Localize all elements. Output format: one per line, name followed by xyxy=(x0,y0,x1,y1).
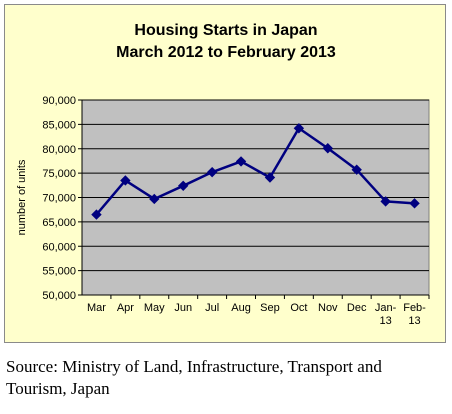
y-axis-label: number of units xyxy=(16,159,28,235)
x-tick-label: Oct xyxy=(290,302,307,314)
x-tick-label: Jan-13 xyxy=(375,302,397,327)
housing-starts-chart: Housing Starts in Japan March 2012 to Fe… xyxy=(16,22,430,327)
source-label: Source: xyxy=(6,357,58,376)
data-point-sep xyxy=(264,172,276,183)
y-tick-label: 70,000 xyxy=(42,193,76,205)
data-point-feb-13 xyxy=(409,198,420,209)
x-tick-label: Mar xyxy=(87,302,106,314)
y-tick-label: 60,000 xyxy=(42,241,76,253)
data-point-jun xyxy=(178,180,189,192)
chart-title-line-1: Housing Starts in Japan xyxy=(134,22,317,39)
plot-area: 50,000 55,000 60,000 65,000 70,000 75,000 80,0… xyxy=(16,95,430,327)
data-point-nov xyxy=(322,143,333,154)
x-tick-label: Sep xyxy=(260,302,280,314)
data-point-aug xyxy=(235,156,247,167)
source-text: Ministry of Land, Infrastructure, Transp… xyxy=(6,357,382,398)
series-line xyxy=(95,127,415,216)
y-tick-label: 50,000 xyxy=(42,290,76,302)
chart-title-line-2: March 2012 to February 2013 xyxy=(116,44,336,61)
y-tick-label: 55,000 xyxy=(42,266,76,278)
y-tick-label: 90,000 xyxy=(42,95,76,107)
x-tick-label: Apr xyxy=(117,302,134,314)
x-tick-label: May xyxy=(144,302,165,314)
data-point-mar xyxy=(91,209,102,220)
data-point-dec xyxy=(351,164,362,175)
y-tick-label: 65,000 xyxy=(42,217,76,229)
x-tick-label: Nov xyxy=(318,302,338,314)
data-point-jul xyxy=(206,166,218,178)
data-point-jan-13 xyxy=(380,196,391,207)
source-note: Source: Ministry of Land, Infrastructure… xyxy=(6,356,446,400)
x-tick-label: Jul xyxy=(205,302,219,314)
data-point-may xyxy=(149,193,160,205)
data-point-apr xyxy=(120,175,131,186)
data-point-oct xyxy=(293,123,305,134)
chart-container: Housing Starts in Japan March 2012 to Fe… xyxy=(4,4,446,343)
x-tick-label: Dec xyxy=(347,302,367,314)
x-tick-label: Jun xyxy=(174,302,192,314)
x-tick-label: Aug xyxy=(231,302,251,314)
y-tick-label: 75,000 xyxy=(42,168,76,180)
y-tick-label: 85,000 xyxy=(42,119,76,131)
y-tick-label: 80,000 xyxy=(42,144,76,156)
x-tick-label: Feb-13 xyxy=(403,302,426,327)
